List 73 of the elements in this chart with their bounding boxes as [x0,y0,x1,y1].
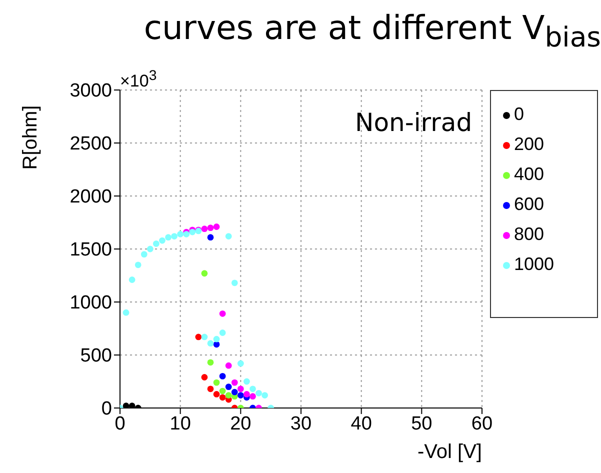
y-tick-label: 3000 [70,80,112,102]
legend-label: 800 [514,224,544,244]
x-tick-label: 10 [170,413,191,434]
point [171,233,178,240]
point [201,334,208,340]
point [201,374,208,380]
x-axis-title: -Vol [V] [418,441,482,463]
point [213,379,220,386]
point [262,392,268,398]
point [231,280,238,286]
y-axis-title: R[ohm] [20,104,42,172]
x-tick-label: 0 [114,413,126,434]
point [207,234,214,241]
legend-label: 0 [514,104,524,124]
point [244,378,250,385]
point [225,362,232,369]
legend-label: 200 [514,134,544,154]
point [207,224,214,231]
point [213,341,220,348]
point [140,251,148,258]
point [237,360,244,367]
point [256,390,262,396]
point [231,379,238,386]
point [213,391,220,398]
chart-title: curves are at different V$_{bias}$ [142,8,601,54]
point [219,388,226,394]
point [219,394,226,401]
point [128,402,136,408]
point [153,240,160,247]
point [225,233,232,240]
point [244,391,250,398]
point [237,386,244,392]
point [207,359,214,366]
x-tick-label: 50 [411,413,432,434]
point [213,336,220,342]
annotation: ×10$^{3}$ [120,68,157,92]
point [122,402,130,408]
point [128,276,136,283]
point [225,392,232,398]
point [159,237,166,244]
point [134,262,142,268]
point [146,246,154,252]
y-tick-label: 1500 [70,240,112,261]
point [195,334,202,340]
y-tick-label: 2000 [70,186,112,208]
legend-label: 1000 [514,254,554,274]
point [213,224,220,230]
point [219,330,226,336]
y-tick-label: 1000 [70,292,112,314]
point [225,384,232,390]
legend-label: 400 [514,164,544,184]
point [219,373,226,380]
annotation: Non-irrad [355,108,472,137]
point [231,388,238,396]
point [250,386,256,392]
point [201,226,208,232]
point [250,393,256,400]
point [122,309,130,316]
x-tick-label: 30 [290,413,312,434]
legend-label: 600 [514,194,544,214]
y-tick-label: 2500 [70,134,112,155]
y-tick-label: 500 [80,346,112,367]
x-tick-label: 60 [471,413,493,434]
point [165,234,172,241]
point [201,270,208,277]
point [177,230,184,238]
point [207,340,214,347]
point [219,310,226,317]
x-tick-label: 20 [230,413,252,434]
point [237,392,244,398]
y-tick-label: 0 [101,398,112,420]
x-tick-label: 40 [350,413,372,434]
point [207,386,214,392]
